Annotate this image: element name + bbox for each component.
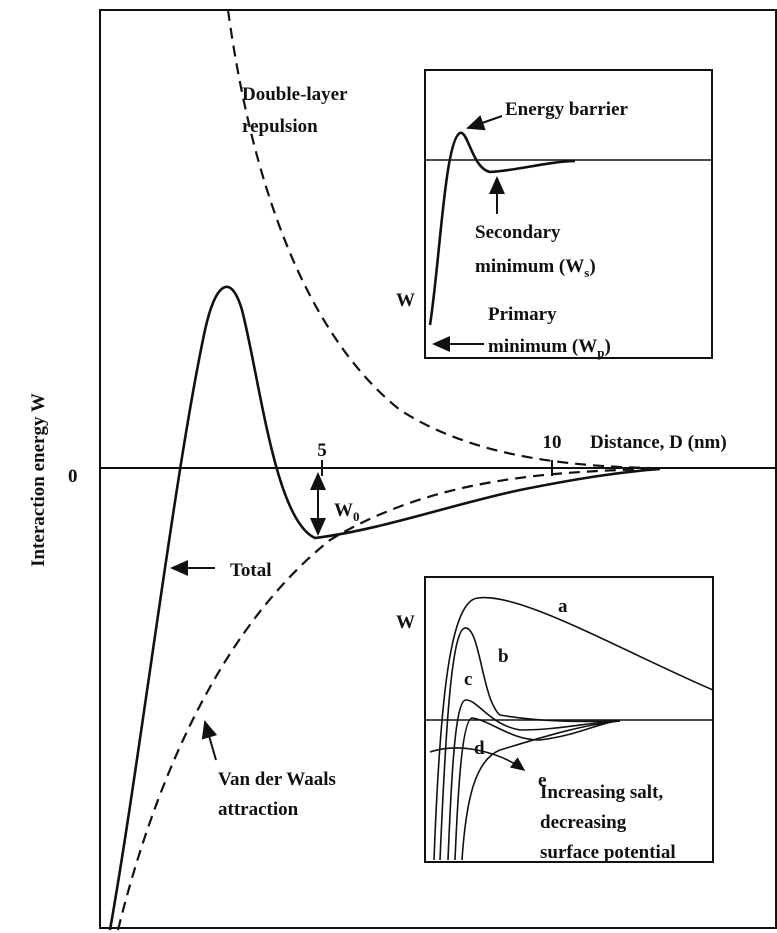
curve-label: e (538, 770, 546, 791)
label: Total (230, 560, 272, 581)
label: repulsion (242, 116, 318, 137)
label: surface potential (540, 842, 676, 863)
label: W (396, 290, 415, 311)
label: W (396, 612, 415, 633)
tick-label: 5 (317, 440, 327, 461)
curve-e (461, 720, 621, 861)
van-der-waals-curve (116, 467, 651, 931)
curve-label: c (464, 669, 472, 690)
arrow (429, 747, 526, 771)
curve-d (454, 717, 621, 861)
label: Secondary (475, 222, 561, 243)
label: minimum (Ws) (475, 256, 596, 280)
label: Double-layer (242, 84, 348, 105)
zero-label: 0 (68, 466, 78, 487)
arrow (201, 720, 218, 761)
label: minimum (Wp) (488, 336, 611, 360)
label: Energy barrier (505, 99, 629, 120)
curve-a (433, 596, 714, 861)
curve-b (439, 627, 621, 861)
curve-label: b (498, 646, 509, 667)
tick-label: 10 (543, 432, 562, 453)
curve-label: d (474, 738, 485, 759)
arrow (466, 115, 503, 131)
curve-c (447, 699, 621, 861)
label: attraction (218, 799, 299, 820)
label: decreasing (540, 812, 627, 833)
label: Primary (488, 304, 557, 325)
label: Increasing salt, (540, 782, 663, 803)
inset-curve (428, 131, 576, 326)
label: Van der Waals (218, 769, 336, 790)
y-axis-label: Interaction energy W (28, 393, 49, 567)
x-axis-label: Distance, D (nm) (590, 432, 727, 453)
label: W0 (334, 500, 360, 524)
curve-label: a (558, 596, 568, 617)
double-layer-curve (226, 9, 651, 470)
total-curve (108, 285, 661, 931)
